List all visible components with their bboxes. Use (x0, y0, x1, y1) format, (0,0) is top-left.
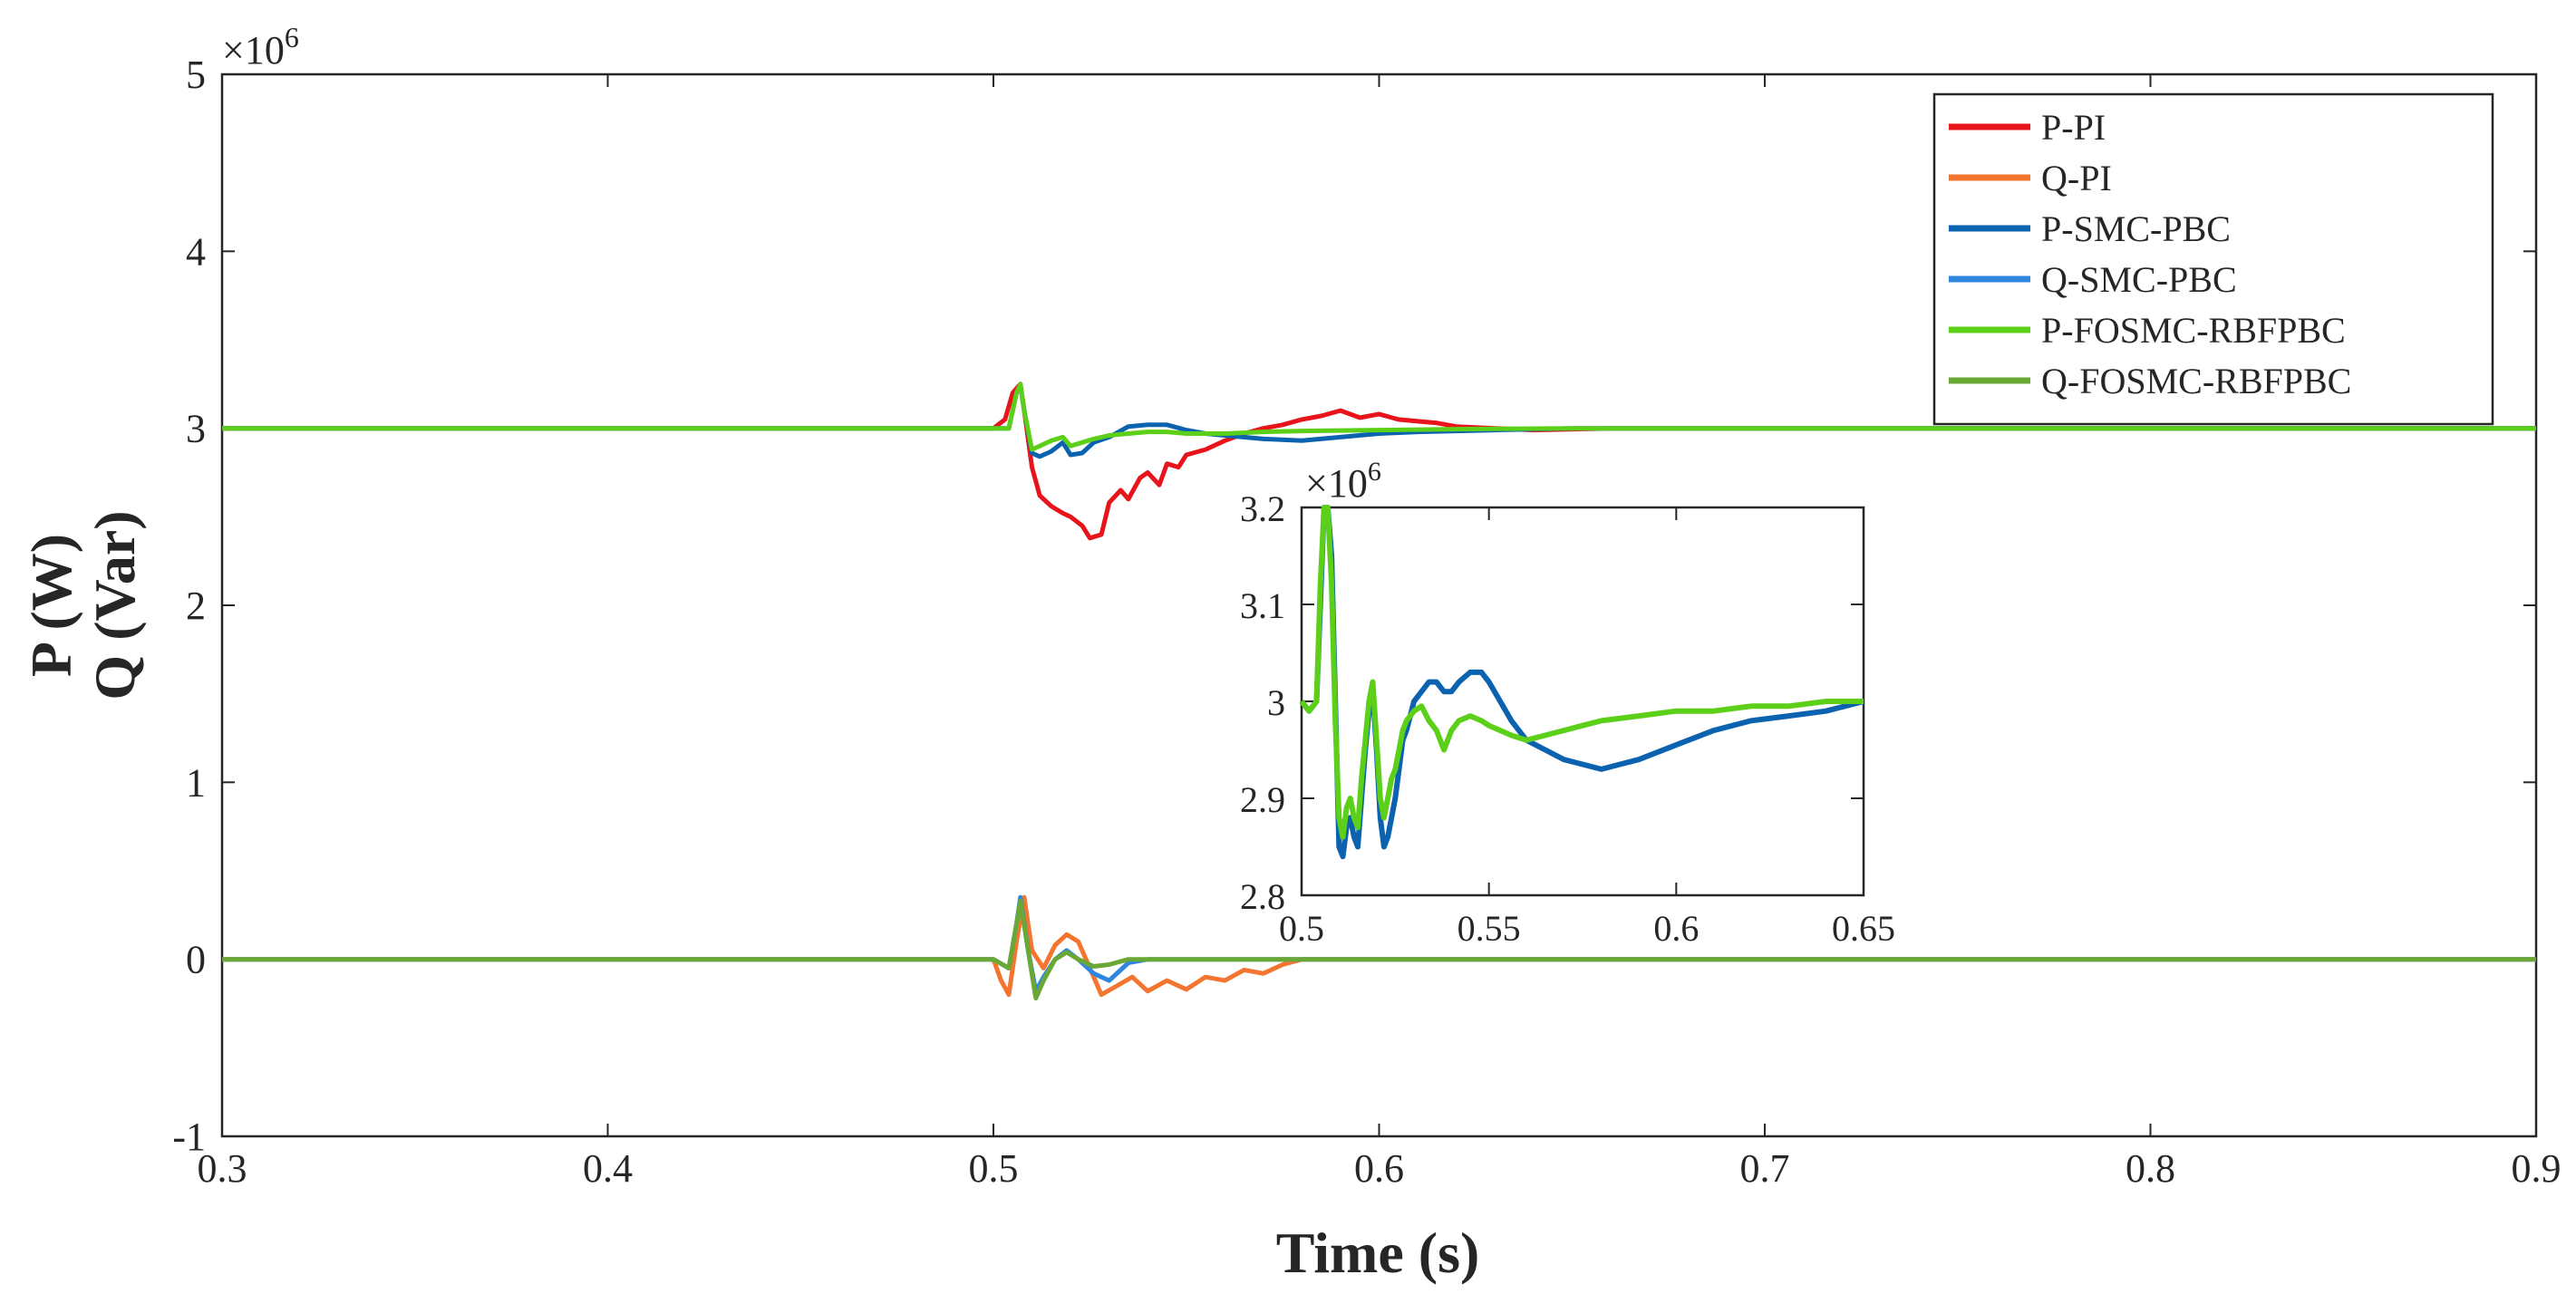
inset-y-tick-label: 2.8 (1240, 876, 1285, 917)
inset-axes-frame (1300, 506, 1865, 897)
inset-series-line-p-fosmc-rbfpbc (1299, 505, 1864, 840)
legend-box (1932, 92, 2494, 426)
x-tick-label: 0.5 (969, 1146, 1019, 1191)
inset-x-tick-label: 0.6 (1653, 908, 1699, 949)
inset-y-tick-label: 3.1 (1240, 585, 1285, 626)
series-line-p-pi (222, 381, 2536, 541)
y-tick-label: 5 (186, 53, 206, 97)
series-line-q-fosmc-rbfpbc (222, 898, 2536, 1001)
main-tick-labels: 0.3 0.4 0.5 0.6 0.7 0.8 0.9 -1 0 1 2 3 4 5 (172, 53, 2561, 1191)
y-axis-label-line2: Q (Var) (82, 510, 147, 700)
inset-tick-labels: 0.5 0.55 0.6 0.65 2.8 2.9 3 3.1 3.2 (1240, 488, 1895, 949)
y-axis-label-line1: P (W) (19, 534, 83, 677)
y-tick-label: 3 (186, 407, 206, 451)
x-tick-label: 0.3 (198, 1146, 247, 1191)
legend-label: P-SMC-PBC (2041, 208, 2231, 249)
x-tick-label: 0.8 (2126, 1146, 2175, 1191)
inset-x-tick-label: 0.55 (1457, 908, 1521, 949)
inset-y-tick-label: 3 (1267, 682, 1285, 723)
inset-y-exponent-label: ×106 (1305, 457, 1381, 506)
legend-label: P-PI (2041, 107, 2106, 148)
legend-label: Q-FOSMC-RBFPBC (2041, 361, 2351, 401)
x-tick-label: 0.4 (583, 1146, 633, 1191)
x-axis-label: Time (s) (1276, 1221, 1480, 1285)
inset-series-line-p-smc-pbc (1299, 505, 1864, 860)
legend-label: P-FOSMC-RBFPBC (2041, 310, 2346, 351)
main-series (222, 381, 2536, 1001)
x-tick-label: 0.6 (1354, 1146, 1404, 1191)
y-tick-label: -1 (172, 1115, 206, 1159)
inset-chart: 0.5 0.55 0.6 0.65 2.8 2.9 3 3.1 3.2 ×106 (1240, 457, 1895, 949)
inset-x-tick-label: 0.5 (1279, 908, 1324, 949)
inset-y-tick-label: 2.9 (1240, 779, 1285, 820)
inset-y-tick-label: 3.2 (1240, 488, 1285, 529)
y-tick-label: 0 (186, 938, 206, 982)
inset-x-tick-label: 0.65 (1832, 908, 1895, 949)
main-ticks (221, 73, 2537, 1137)
y-exponent-label: ×106 (222, 21, 299, 72)
y-tick-label: 4 (186, 229, 206, 274)
legend-label: Q-SMC-PBC (2041, 259, 2237, 300)
x-tick-label: 0.9 (2512, 1146, 2561, 1191)
legend-label: Q-PI (2041, 158, 2112, 198)
inset-series (1299, 505, 1864, 860)
y-tick-label: 1 (186, 760, 206, 805)
series-line-p-fosmc-rbfpbc (222, 381, 2536, 452)
legend: P-PI Q-PI P-SMC-PBC Q-SMC-PBC P-FOSMC-RBFPBC… (1932, 92, 2494, 426)
x-tick-label: 0.7 (1740, 1146, 1790, 1191)
y-tick-label: 2 (186, 584, 206, 628)
